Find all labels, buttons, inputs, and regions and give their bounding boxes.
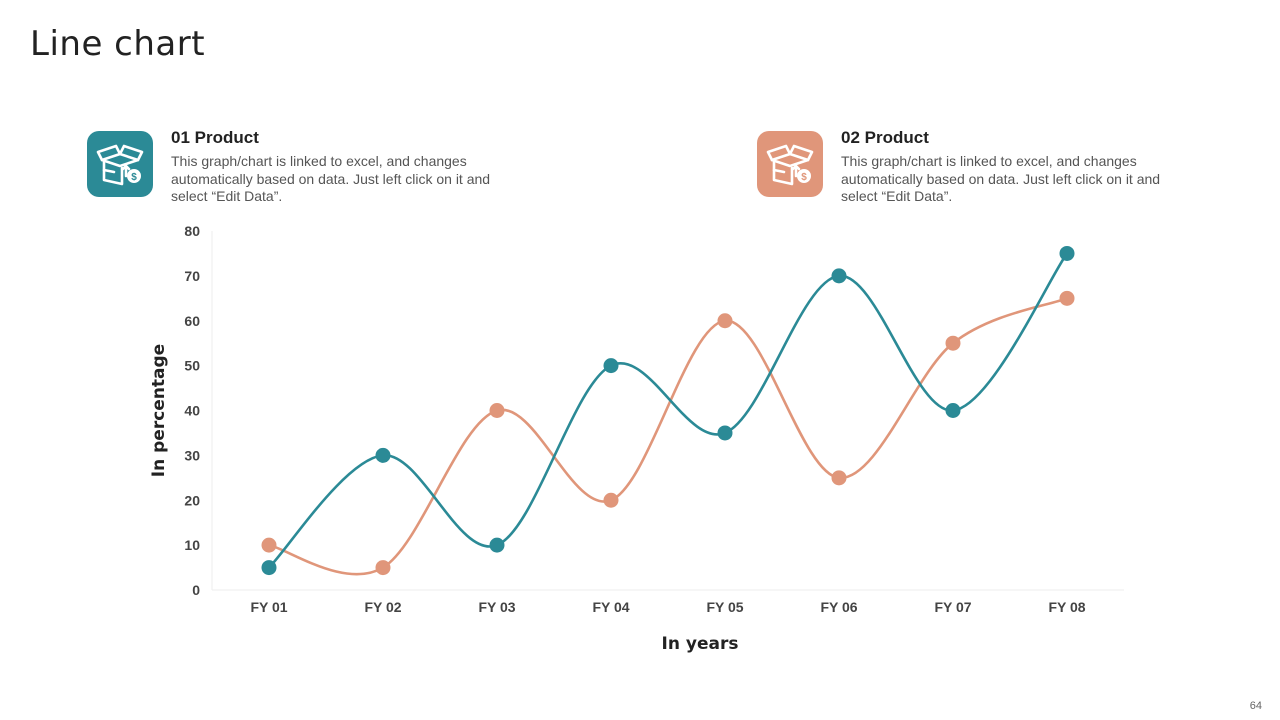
y-tick-label: 10: [184, 537, 200, 553]
y-tick-label: 20: [184, 492, 200, 508]
x-tick-label: FY 01: [250, 599, 287, 615]
data-point-series-1: [261, 560, 277, 576]
data-point-series-2: [945, 335, 961, 351]
x-tick-label: FY 04: [592, 599, 629, 615]
y-axis-title: In percentage: [149, 344, 169, 477]
legend-heading: 01 Product: [171, 128, 259, 147]
x-tick-label: FY 02: [364, 599, 401, 615]
data-point-series-1: [831, 268, 847, 284]
series-line-1: [268, 252, 1069, 569]
y-tick-label: 40: [184, 403, 200, 419]
legend-description: This graph/chart is linked to excel, and…: [841, 153, 1161, 204]
data-point-series-2: [831, 470, 847, 486]
svg-text:$: $: [131, 172, 137, 183]
data-point-series-1: [945, 403, 961, 418]
data-point-series-1: [375, 447, 391, 463]
box-dollar-icon: $: [757, 131, 823, 197]
box-dollar-icon: $: [87, 131, 153, 197]
data-point-series-1: [603, 358, 619, 374]
x-tick-label: FY 06: [820, 599, 857, 615]
legend-description: This graph/chart is linked to excel, and…: [171, 153, 491, 204]
data-point-series-2: [489, 403, 505, 418]
data-point-series-1: [489, 537, 505, 553]
y-tick-label: 80: [184, 223, 200, 239]
data-point-series-2: [1059, 290, 1075, 306]
page-number: 64: [1249, 700, 1262, 712]
data-point-series-1: [1059, 245, 1075, 261]
x-tick-label: FY 03: [478, 599, 515, 615]
y-tick-label: 50: [184, 358, 200, 374]
y-tick-label: 0: [192, 582, 200, 598]
x-axis-title: In years: [662, 634, 739, 654]
svg-text:$: $: [801, 172, 807, 183]
series-line-2: [268, 297, 1068, 576]
data-point-series-1: [717, 425, 733, 441]
data-point-series-2: [375, 560, 391, 576]
data-point-series-2: [261, 537, 277, 553]
x-tick-label: FY 08: [1048, 599, 1085, 615]
y-tick-label: 30: [184, 447, 200, 463]
data-point-series-2: [717, 313, 733, 329]
y-tick-label: 70: [184, 268, 200, 284]
page-title: Line chart: [30, 24, 206, 64]
y-tick-label: 60: [184, 313, 200, 329]
data-point-series-2: [603, 492, 619, 508]
x-tick-label: FY 05: [706, 599, 743, 615]
legend-heading: 02 Product: [841, 128, 929, 147]
x-tick-label: FY 07: [934, 599, 971, 615]
